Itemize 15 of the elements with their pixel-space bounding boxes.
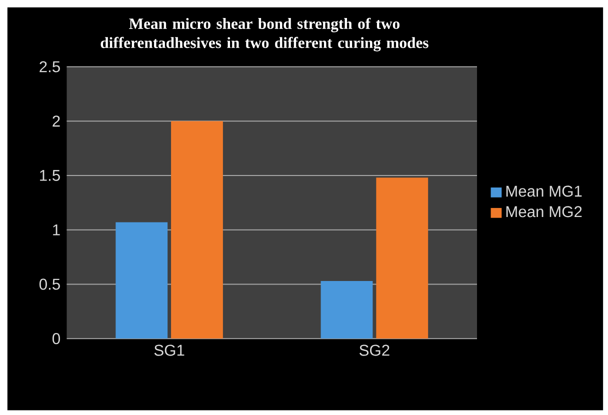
- y-tick-label: 2.5: [40, 61, 60, 72]
- bar: [171, 120, 223, 338]
- x-tick-label: SG2: [360, 344, 390, 356]
- bar: [320, 280, 373, 338]
- y-tick-label: 0: [52, 332, 60, 344]
- bar: [116, 222, 168, 338]
- legend-label: Mean MG2: [506, 206, 582, 218]
- x-tick-label: SG1: [154, 344, 184, 356]
- y-tick-label: 0.5: [39, 278, 60, 290]
- y-tick-label: 1.5: [40, 170, 60, 181]
- bar: [376, 178, 428, 338]
- legend-label: Mean MG1: [506, 186, 582, 197]
- y-tick-label: 1: [53, 224, 60, 236]
- y-tick-label: 2: [52, 116, 60, 126]
- chart-title: Mean micro shear bond strength of two differentadhesives in two different curing modes: [100, 18, 428, 52]
